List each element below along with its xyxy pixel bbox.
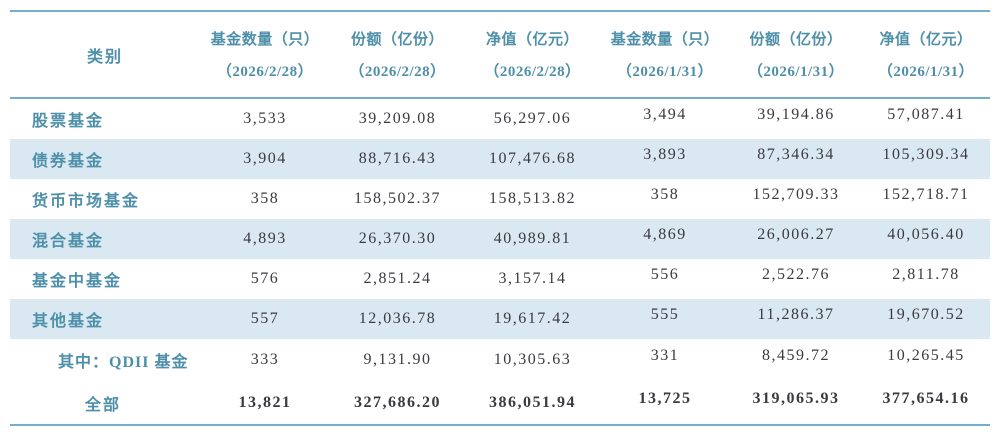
value-cell: 107,476.68 bbox=[489, 150, 576, 167]
value-cell: 26,006.27 bbox=[757, 226, 835, 243]
table-row: 全部 13,821 327,686.20 386,051.94 13,725 319,0… bbox=[10, 381, 990, 424]
category-cell: 全部 bbox=[85, 396, 122, 414]
value-cell: 158,513.82 bbox=[489, 190, 576, 207]
category-cell: 基金中基金 bbox=[32, 273, 123, 290]
value-cell: 40,056.40 bbox=[887, 226, 965, 243]
value-cell: 19,617.42 bbox=[493, 310, 572, 327]
category-cell: 货币市场基金 bbox=[32, 193, 141, 210]
table-row: 货币市场基金 358 158,502.37 158,513.82 358 152,709… bbox=[10, 179, 990, 219]
category-cell: 债券基金 bbox=[32, 153, 105, 170]
table-row: 其中：QDII 基金 333 9,131.90 10,305.63 331 8,459.… bbox=[10, 339, 990, 381]
column-header-label: 基金数量（只） bbox=[610, 32, 720, 49]
category-cell: 其他基金 bbox=[32, 313, 105, 330]
column-header: 净值（亿元） （2026/2/28） bbox=[465, 12, 600, 97]
value-cell: 386,051.94 bbox=[489, 393, 576, 411]
column-header-date: （2026/2/28） bbox=[216, 63, 314, 80]
value-cell: 87,346.34 bbox=[757, 146, 835, 163]
value-cell: 39,209.08 bbox=[358, 110, 437, 127]
value-cell: 26,370.30 bbox=[358, 230, 437, 247]
value-cell: 13,725 bbox=[638, 389, 692, 407]
value-cell: 377,654.16 bbox=[882, 389, 970, 407]
value-cell: 13,821 bbox=[238, 393, 292, 411]
value-cell: 576 bbox=[250, 270, 280, 287]
column-header-label: 份额（亿份） bbox=[749, 32, 843, 49]
column-header: 基金数量（只） （2026/1/31） bbox=[600, 12, 730, 97]
value-cell: 8,459.72 bbox=[762, 347, 830, 364]
table-row: 基金中基金 576 2,851.24 3,157.14 556 2,522.76 2,81… bbox=[10, 259, 990, 299]
value-cell: 327,686.20 bbox=[354, 393, 441, 411]
column-header-label: 净值（亿元） bbox=[485, 32, 579, 49]
fund-statistics-table: 类别 基金数量（只） （2026/2/28） 份额（亿份） （2026/2/28… bbox=[10, 10, 990, 426]
value-cell: 331 bbox=[650, 347, 680, 364]
table-row: 其他基金 557 12,036.78 19,617.42 555 11,286.37 19… bbox=[10, 299, 990, 339]
column-header: 份额（亿份） （2026/1/31） bbox=[730, 12, 862, 97]
value-cell: 333 bbox=[250, 351, 280, 368]
table-row: 股票基金 3,533 39,209.08 56,297.06 3,494 39,194.… bbox=[10, 99, 990, 139]
category-cell: 股票基金 bbox=[32, 113, 105, 130]
value-cell: 3,893 bbox=[643, 146, 687, 163]
value-cell: 40,989.81 bbox=[493, 230, 572, 247]
value-cell: 19,670.52 bbox=[887, 306, 965, 323]
column-header: 净值（亿元） （2026/1/31） bbox=[862, 12, 990, 97]
value-cell: 358 bbox=[250, 190, 280, 207]
value-cell: 152,718.71 bbox=[882, 186, 970, 203]
category-cell: 其中：QDII 基金 bbox=[58, 354, 189, 371]
table-row: 混合基金 4,893 26,370.30 40,989.81 4,869 26,006.… bbox=[10, 219, 990, 259]
value-cell: 12,036.78 bbox=[358, 310, 437, 327]
value-cell: 11,286.37 bbox=[757, 306, 835, 323]
column-header-date: （2026/1/31） bbox=[616, 63, 714, 80]
column-header-date: （2026/1/31） bbox=[747, 63, 845, 80]
value-cell: 555 bbox=[650, 306, 680, 323]
value-cell: 2,811.78 bbox=[892, 266, 960, 283]
value-cell: 57,087.41 bbox=[887, 106, 965, 123]
value-cell: 2,522.76 bbox=[762, 266, 830, 283]
value-cell: 105,309.34 bbox=[882, 146, 970, 163]
category-cell: 混合基金 bbox=[32, 233, 105, 250]
column-header-label: 份额（亿份） bbox=[350, 32, 444, 49]
column-header-date: （2026/1/31） bbox=[877, 63, 975, 80]
header-category: 类别 bbox=[86, 48, 123, 66]
value-cell: 39,194.86 bbox=[757, 106, 835, 123]
value-cell: 10,305.63 bbox=[493, 351, 572, 368]
value-cell: 10,265.45 bbox=[887, 347, 965, 364]
table-body: 股票基金 3,533 39,209.08 56,297.06 3,494 39,194.… bbox=[10, 99, 990, 426]
value-cell: 56,297.06 bbox=[493, 110, 572, 127]
column-header: 基金数量（只） （2026/2/28） bbox=[200, 12, 330, 97]
value-cell: 556 bbox=[650, 266, 680, 283]
value-cell: 319,065.93 bbox=[752, 389, 840, 407]
table-row: 债券基金 3,904 88,716.43 107,476.68 3,893 87,346… bbox=[10, 139, 990, 179]
value-cell: 158,502.37 bbox=[354, 190, 441, 207]
column-header-date: （2026/2/28） bbox=[349, 63, 446, 80]
column-header: 份额（亿份） （2026/2/28） bbox=[330, 12, 465, 97]
value-cell: 2,851.24 bbox=[363, 270, 432, 287]
value-cell: 3,533 bbox=[243, 110, 287, 127]
value-cell: 3,494 bbox=[643, 106, 687, 123]
column-header-label: 净值（亿元） bbox=[879, 32, 973, 49]
column-header-date: （2026/2/28） bbox=[484, 63, 581, 80]
table-header-row: 类别 基金数量（只） （2026/2/28） 份额（亿份） （2026/2/28… bbox=[10, 10, 990, 99]
value-cell: 358 bbox=[650, 186, 680, 203]
value-cell: 4,869 bbox=[643, 226, 687, 243]
value-cell: 3,157.14 bbox=[498, 270, 567, 287]
column-header-label: 基金数量（只） bbox=[210, 32, 320, 49]
value-cell: 88,716.43 bbox=[358, 150, 437, 167]
value-cell: 152,709.33 bbox=[752, 186, 840, 203]
value-cell: 3,904 bbox=[243, 150, 287, 167]
value-cell: 557 bbox=[250, 310, 280, 327]
value-cell: 9,131.90 bbox=[363, 351, 432, 368]
value-cell: 4,893 bbox=[243, 230, 287, 247]
